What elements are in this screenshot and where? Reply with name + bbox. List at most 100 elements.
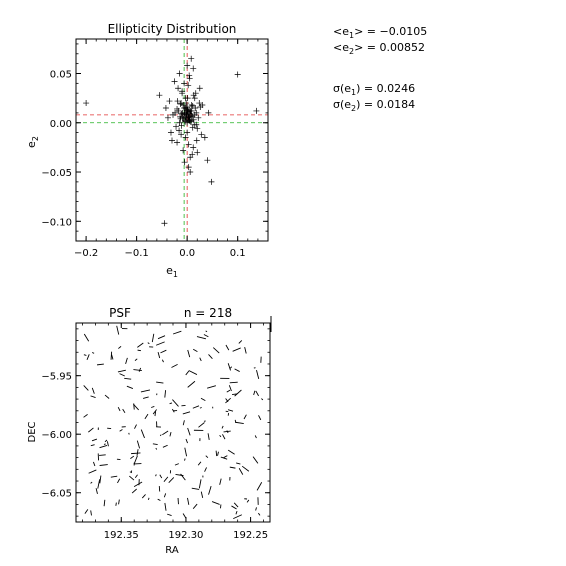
scatter-point (174, 105, 181, 112)
scatter-point (184, 129, 191, 136)
scatter-point (180, 147, 187, 154)
psf-whisker (111, 354, 114, 360)
ellipticity-panel: Ellipticity Distribution −0.2 −0.1 0.0 0.1−… (25, 22, 269, 279)
psf-whisker (254, 435, 257, 439)
psf-whisker (198, 422, 205, 428)
psf-whisker (258, 512, 261, 516)
psf-whisker (229, 466, 236, 469)
psf-whisker (134, 424, 137, 429)
scatter-point (204, 157, 211, 164)
scatter-point (189, 124, 196, 131)
psf-whisker (256, 482, 263, 491)
scatter-point (184, 62, 191, 69)
psf-whisker (258, 415, 262, 421)
scatter-point (156, 92, 163, 99)
psf-whisker (255, 507, 257, 511)
psf-whisker (232, 347, 241, 352)
psf-whisker (192, 503, 198, 509)
psf-whisker (172, 399, 179, 407)
psf-whisker (118, 499, 120, 505)
y-tick-label: 0.05 (50, 69, 72, 80)
psf-whisker (154, 411, 157, 417)
psf-whisker (90, 395, 96, 398)
scatter-ylabel: e2 (25, 136, 40, 148)
scatter-point (188, 117, 195, 124)
scatter-point (181, 111, 188, 118)
psf-whisker (233, 514, 242, 520)
scatter-point (178, 131, 185, 138)
psf-whisker (93, 461, 96, 467)
psf-whisker (246, 499, 250, 503)
psf-whisker (155, 474, 157, 477)
psf-whisker (124, 377, 132, 380)
ra-tick-label: 192.35 (104, 530, 139, 541)
psf-whisker (83, 385, 89, 391)
psf-whisker (161, 359, 164, 363)
scatter-point (186, 75, 193, 82)
psf-whisker (136, 449, 139, 456)
psf-whisker (90, 444, 95, 447)
psf-whisker (117, 478, 121, 484)
scatter-point (167, 129, 174, 136)
psf-whisker (131, 452, 141, 455)
scatter-point (176, 70, 183, 77)
psf-whisker (227, 449, 235, 455)
scatter-point (193, 121, 200, 128)
psf-whisker (221, 425, 224, 429)
psf-whisker (140, 389, 151, 393)
psf-whisker (187, 380, 196, 388)
psf-whisker (99, 445, 108, 449)
scatter-point (208, 178, 215, 185)
scatter-point (187, 118, 194, 125)
psf-whisker (136, 440, 141, 449)
scatter-point (183, 100, 190, 107)
scatter-point (172, 109, 179, 116)
psf-whisker (88, 469, 97, 474)
psf-whisker (191, 487, 200, 490)
scatter-point (179, 114, 186, 121)
scatter-point (196, 85, 203, 92)
psf-whisker (227, 363, 231, 371)
psf-whisker (133, 455, 138, 465)
psf-whisker (126, 385, 134, 389)
dec-tick-label: −5.95 (41, 372, 72, 383)
psf-whisker (238, 468, 244, 475)
mean-e2-stat: <e2> = 0.00852 (333, 41, 425, 57)
psf-whisker (157, 352, 161, 359)
psf-whisker (211, 501, 220, 505)
psf-whisker (243, 414, 247, 420)
dec-tick-label: −6.05 (41, 489, 72, 500)
psf-whisker (137, 349, 142, 352)
psf-whisker (91, 352, 95, 354)
psf-whisker (164, 390, 167, 398)
psf-frame (75, 322, 271, 523)
psf-whisker (169, 431, 172, 437)
psf-whisker (129, 475, 135, 481)
psf-whisker (223, 430, 231, 433)
psf-whisker (168, 477, 175, 483)
psf-whisker (157, 498, 161, 501)
psf-whisker (228, 385, 232, 392)
psf-panel: PSF n = 218 192.35 192.30 192.25 −5.95 −6.00… (27, 306, 272, 556)
psf-whisker (83, 414, 88, 418)
psf-whisker (234, 368, 240, 372)
psf-whisker (199, 357, 202, 362)
scatter-point (191, 111, 198, 118)
psf-whisker (163, 476, 169, 483)
scatter-point (83, 100, 90, 107)
scatter-point (182, 104, 189, 111)
psf-whisker (96, 363, 104, 366)
psf-whisker (152, 443, 158, 446)
psf-whisker (192, 348, 198, 353)
psf-whisker (99, 464, 108, 466)
scatter-point (188, 102, 195, 109)
scatter-point (187, 154, 194, 161)
psf-whisker (174, 463, 179, 466)
psf-whisker (205, 330, 208, 333)
y-tick-label: −0.10 (41, 217, 72, 228)
psf-whisker (110, 351, 113, 360)
psf-whisker (115, 502, 117, 506)
psf-whisker (234, 419, 237, 424)
scatter-point (185, 141, 192, 148)
psf-xlabel: RA (165, 545, 179, 556)
